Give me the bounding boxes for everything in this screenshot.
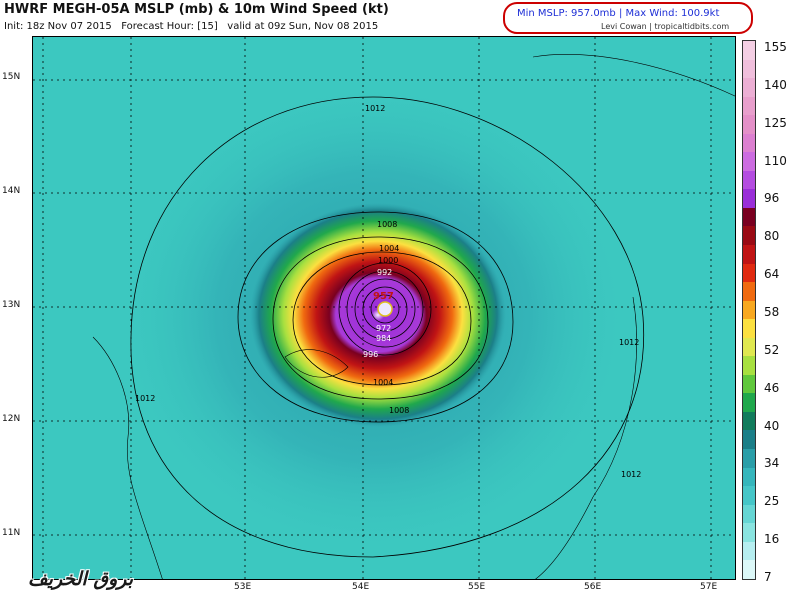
colorbar-swatch	[743, 282, 755, 301]
lon-label-53e: 53E	[234, 582, 252, 592]
colorbar-label: 34	[764, 456, 780, 471]
isobar-1012	[130, 96, 645, 558]
isobar-label-984: 984	[376, 334, 391, 343]
lat-label-15n: 15N	[2, 72, 21, 82]
isobar-label-992: 992	[377, 268, 392, 277]
summary-stats: Min MSLP: 957.0mb | Max Wind: 100.9kt	[517, 8, 720, 19]
wind-colorbar	[742, 40, 756, 580]
isobar-label-1012-southeast: 1012	[621, 470, 641, 479]
isobar-1008	[237, 211, 514, 423]
colorbar-swatch	[743, 96, 755, 116]
lon-label-57e: 57E	[700, 582, 718, 592]
colorbar-swatch	[743, 133, 755, 153]
colorbar-swatch	[743, 467, 755, 487]
credit-text: Levi Cowan | tropicaltidbits.com	[601, 22, 730, 31]
summary-box: Min MSLP: 957.0mb | Max Wind: 100.9kt Le…	[503, 2, 753, 34]
wind-field-svg: 1012 1012 1012 1012 1008 1008 1004 1004 …	[33, 37, 735, 579]
chart-title: HWRF MEGH-05A MSLP (mb) & 10m Wind Speed…	[4, 2, 389, 17]
isobar-label-1012-west: 1012	[135, 394, 155, 403]
isobar-label-1008-north: 1008	[377, 220, 397, 229]
isobar-label-1012-east: 1012	[619, 338, 639, 347]
wind-map: 1012 1012 1012 1012 1008 1008 1004 1004 …	[32, 36, 736, 580]
colorbar-label: 110	[764, 153, 787, 168]
colorbar-swatch	[743, 115, 755, 134]
isobar-964	[370, 294, 400, 324]
isobar-996	[338, 262, 432, 356]
colorbar-swatch	[743, 430, 755, 450]
lon-label-55e: 55E	[468, 582, 486, 592]
colorbar-swatch	[743, 541, 755, 561]
isobar-992	[346, 270, 424, 348]
isobar-lines	[130, 96, 645, 558]
colorbar-label: 64	[764, 267, 780, 282]
colorbar-swatch	[743, 504, 755, 524]
island-outline	[284, 349, 349, 378]
colorbar-swatch	[743, 170, 755, 190]
lat-label-13n: 13N	[2, 300, 21, 310]
colorbar-swatch	[743, 226, 755, 246]
isobar-label-996: 996	[363, 350, 378, 359]
colorbar-label: 96	[764, 191, 780, 206]
colorbar-label: 140	[764, 77, 787, 92]
isobar-984	[354, 278, 416, 340]
colorbar-swatch	[743, 189, 755, 208]
coastline-east	[535, 296, 637, 579]
colorbar-label: 80	[764, 229, 780, 244]
coastlines	[92, 54, 735, 579]
isobar-label-972: 972	[376, 324, 391, 333]
lat-label-11n: 11N	[2, 528, 21, 538]
colorbar-swatch	[743, 337, 755, 357]
lon-label-56e: 56E	[584, 582, 602, 592]
colorbar-swatch	[743, 560, 755, 579]
colorbar-swatch	[743, 207, 755, 227]
colorbar-label: 25	[764, 494, 780, 509]
colorbar-swatch	[743, 486, 755, 505]
colorbar-swatch	[743, 152, 755, 171]
colorbar-swatch	[743, 263, 755, 283]
colorbar-swatch	[743, 411, 755, 431]
colorbar-swatch	[743, 78, 755, 97]
min-pressure-label: 957	[373, 291, 394, 302]
isobar-label-1004-north: 1004	[379, 244, 399, 253]
isobar-labels: 1012 1012 1012 1012 1008 1008 1004 1004 …	[135, 104, 641, 479]
colorbar-label: 40	[764, 418, 780, 433]
coastline-west	[92, 336, 163, 579]
isobar-label-1000: 1000	[378, 256, 398, 265]
colorbar-label: 125	[764, 115, 787, 130]
colorbar-swatch	[743, 449, 755, 468]
colorbar-swatch	[743, 59, 755, 79]
colorbar-label: 16	[764, 532, 780, 547]
graticule	[33, 37, 735, 579]
forecast-meta: Init: 18z Nov 07 2015 Forecast Hour: [15…	[4, 21, 379, 32]
lat-label-14n: 14N	[2, 186, 21, 196]
colorbar-swatch	[743, 319, 755, 338]
colorbar-swatch	[743, 300, 755, 320]
isobar-label-1008-south: 1008	[389, 406, 409, 415]
colorbar-swatch	[743, 374, 755, 394]
storm-eye	[377, 301, 393, 317]
lat-label-12n: 12N	[2, 414, 21, 424]
colorbar-swatch	[743, 523, 755, 542]
isobar-label-1012-north: 1012	[365, 104, 385, 113]
colorbar-swatch	[743, 41, 755, 60]
colorbar-label: 46	[764, 380, 780, 395]
colorbar-swatch	[743, 245, 755, 264]
colorbar-label: 155	[764, 40, 787, 54]
isobar-1000	[292, 251, 472, 386]
lon-label-54e: 54E	[352, 582, 370, 592]
isobar-label-1004-south: 1004	[373, 378, 393, 387]
watermark-text: بروق الخريف	[28, 568, 134, 590]
coastline-north	[532, 54, 735, 97]
colorbar-swatch	[743, 393, 755, 412]
colorbar-label: 58	[764, 305, 780, 319]
colorbar-label: 52	[764, 342, 780, 357]
colorbar-swatch	[743, 356, 755, 375]
colorbar-label: 7	[764, 570, 772, 584]
isobar-1004	[272, 236, 489, 400]
